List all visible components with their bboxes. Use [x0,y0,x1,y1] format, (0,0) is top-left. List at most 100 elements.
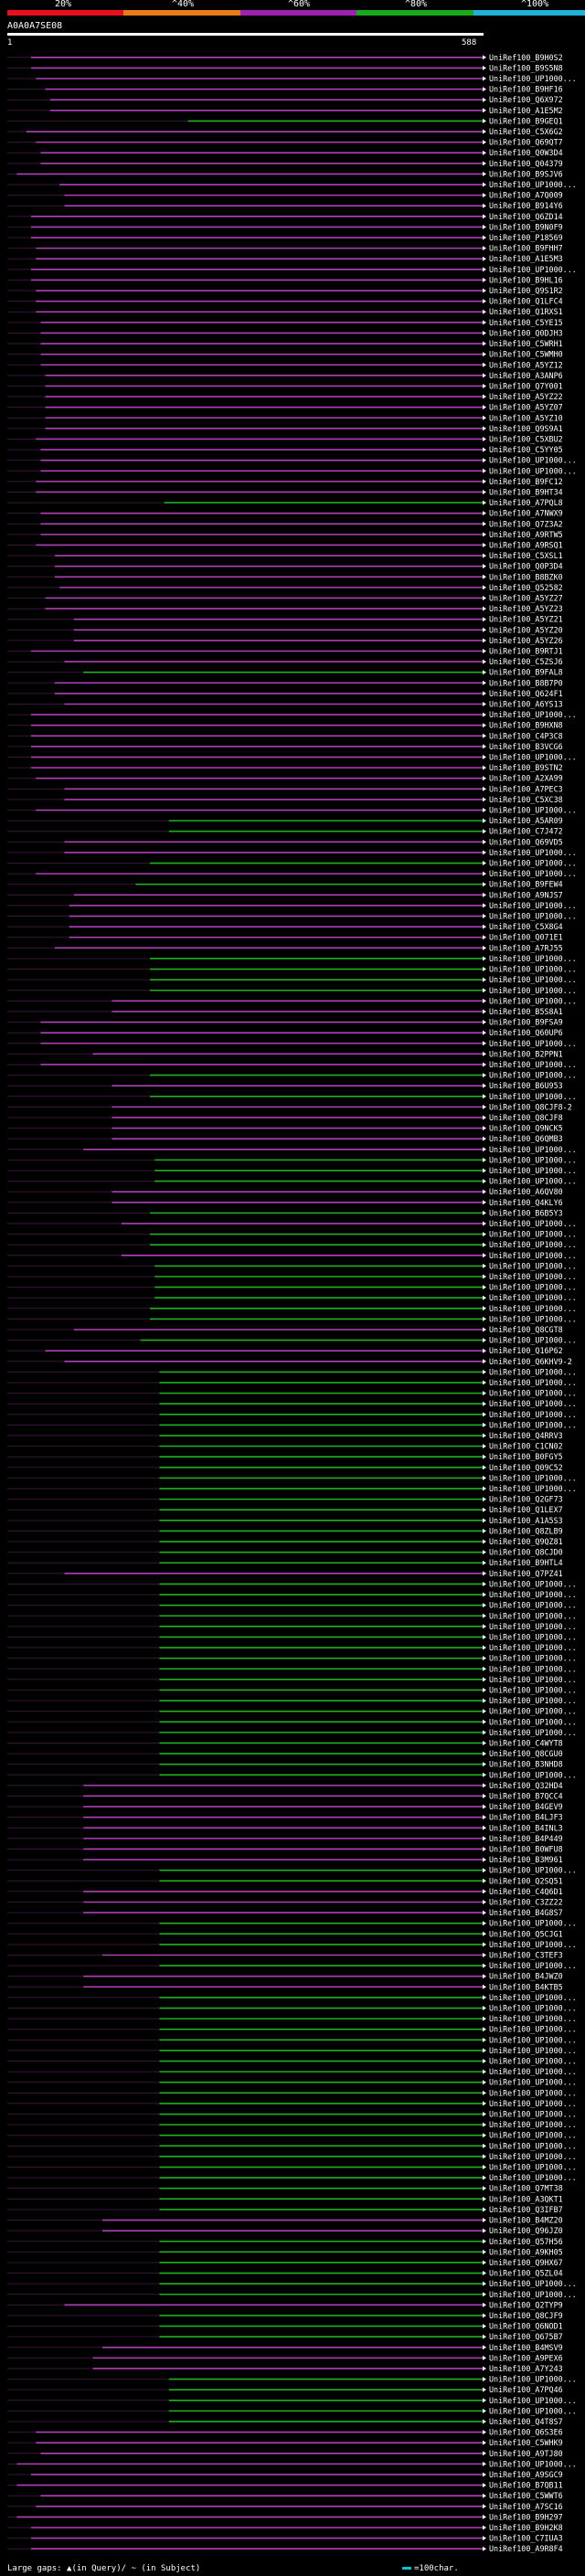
hit-label[interactable]: UniRef100_Q69QT7 [489,138,563,147]
hit-label[interactable]: UniRef100_C5WWT6 [489,2491,563,2500]
hit-label[interactable]: UniRef100_A9TJ80 [489,2449,563,2458]
hit-label[interactable]: UniRef100_UP1000... [489,1389,577,1398]
hit-label[interactable]: UniRef100_A5AR09 [489,816,563,825]
hit-label[interactable]: UniRef100_UP1000... [489,1473,577,1482]
hit-label[interactable]: UniRef100_UP1000... [489,1622,577,1631]
hit-label[interactable]: UniRef100_Q96JZ0 [489,2226,563,2235]
hit-label[interactable]: UniRef100_UP1000... [489,1770,577,1779]
hit-label[interactable]: UniRef100_C7IUA3 [489,2534,563,2543]
hit-label[interactable]: UniRef100_Q0W3D4 [489,148,563,157]
hit-label[interactable]: UniRef100_UP1000... [489,2099,577,2108]
hit-label[interactable]: UniRef100_UP1000... [489,2279,577,2288]
hit-label[interactable]: UniRef100_B8B7P0 [489,678,563,687]
hit-label[interactable]: UniRef100_C5X6G2 [489,127,563,136]
hit-label[interactable]: UniRef100_B7QB11 [489,2481,563,2490]
hit-label[interactable]: UniRef100_UP1000... [489,954,577,963]
hit-label[interactable]: UniRef100_UP1000... [489,2078,577,2087]
hit-label[interactable]: UniRef100_UP1000... [489,1092,577,1101]
hit-label[interactable]: UniRef100_C5WHK9 [489,2438,563,2447]
hit-label[interactable]: UniRef100_UP1000... [489,869,577,878]
hit-label[interactable]: UniRef100_B4P449 [489,1834,563,1843]
hit-label[interactable]: UniRef100_UP1000... [489,180,577,189]
hit-label[interactable]: UniRef100_C5YY05 [489,445,563,454]
hit-label[interactable]: UniRef100_UP1000... [489,1611,577,1620]
hit-label[interactable]: UniRef100_UP1000... [489,1590,577,1599]
hit-label[interactable]: UniRef100_Q9QZ81 [489,1537,563,1546]
hit-label[interactable]: UniRef100_A3QKT1 [489,2194,563,2203]
hit-label[interactable]: UniRef100_B8BZK0 [489,572,563,581]
hit-label[interactable]: UniRef100_Q6NOD1 [489,2322,563,2331]
hit-label[interactable]: UniRef100_UP1000... [489,1601,577,1610]
hit-label[interactable]: UniRef100_UP1000... [489,2290,577,2299]
hit-label[interactable]: UniRef100_B9FC12 [489,477,563,486]
hit-label[interactable]: UniRef100_Q04379 [489,159,563,168]
hit-label[interactable]: UniRef100_UP1000... [489,2110,577,2119]
hit-label[interactable]: UniRef100_UP1000... [489,2120,577,2129]
hit-label[interactable]: UniRef100_B4LJF3 [489,1813,563,1822]
hit-label[interactable]: UniRef100_C5XSL1 [489,551,563,560]
hit-label[interactable]: UniRef100_C5XC38 [489,795,563,804]
hit-label[interactable]: UniRef100_UP1000... [489,1155,577,1164]
hit-label[interactable]: UniRef100_A7PQL8 [489,498,563,507]
hit-label[interactable]: UniRef100_A3ANP6 [489,371,563,380]
hit-label[interactable]: UniRef100_A7PQ46 [489,2385,563,2394]
hit-label[interactable]: UniRef100_C4WYT8 [489,1738,563,1747]
hit-label[interactable]: UniRef100_B914Y6 [489,201,563,210]
hit-label[interactable]: UniRef100_B9FSA9 [489,1018,563,1027]
hit-label[interactable]: UniRef100_A1E5M3 [489,254,563,263]
hit-label[interactable]: UniRef100_UP1000... [489,975,577,984]
hit-label[interactable]: UniRef100_A7RJ55 [489,943,563,952]
hit-label[interactable]: UniRef100_UP1000... [489,1696,577,1705]
hit-label[interactable]: UniRef100_Q3IFB7 [489,2205,563,2214]
hit-label[interactable]: UniRef100_Q0P3D4 [489,562,563,571]
hit-label[interactable]: UniRef100_UP1000... [489,1219,577,1228]
hit-label[interactable]: UniRef100_B9S5N8 [489,63,563,72]
hit-label[interactable]: UniRef100_Q5CJG1 [489,1929,563,1938]
hit-label[interactable]: UniRef100_UP1000... [489,2088,577,2097]
hit-label[interactable]: UniRef100_A6QV80 [489,1187,563,1196]
hit-label[interactable]: UniRef100_A1A5S3 [489,1516,563,1525]
hit-label[interactable]: UniRef100_UP1000... [489,1919,577,1928]
hit-label[interactable]: UniRef100_B9HF16 [489,85,563,94]
hit-label[interactable]: UniRef100_UP1000... [489,1643,577,1652]
hit-label[interactable]: UniRef100_UP1000... [489,1336,577,1345]
hit-label[interactable]: UniRef100_A9SGC9 [489,2470,563,2479]
hit-label[interactable]: UniRef100_UP1000... [489,1367,577,1376]
hit-label[interactable]: UniRef100_C5XBU2 [489,434,563,443]
hit-label[interactable]: UniRef100_UP1000... [489,1717,577,1726]
hit-label[interactable]: UniRef100_B0FGY5 [489,1452,563,1461]
hit-label[interactable]: UniRef100_A2XA99 [489,774,563,783]
hit-label[interactable]: UniRef100_UP1000... [489,1261,577,1270]
hit-label[interactable]: UniRef100_B0WFU8 [489,1844,563,1853]
hit-label[interactable]: UniRef100_Q4T8S7 [489,2417,563,2426]
hit-label[interactable]: UniRef100_A7NWX9 [489,509,563,518]
hit-label[interactable]: UniRef100_UP1000... [489,1410,577,1419]
hit-label[interactable]: UniRef100_UP1000... [489,1728,577,1737]
hit-label[interactable]: UniRef100_UP1000... [489,2152,577,2161]
hit-label[interactable]: UniRef100_Q57H56 [489,2237,563,2246]
hit-label[interactable]: UniRef100_UP1000... [489,965,577,974]
hit-label[interactable]: UniRef100_B9N0F9 [489,222,563,231]
hit-label[interactable]: UniRef100_B9GEQ1 [489,116,563,125]
hit-label[interactable]: UniRef100_UP1000... [489,1866,577,1875]
hit-label[interactable]: UniRef100_A9R8F4 [489,2544,563,2553]
hit-label[interactable]: UniRef100_Q071E1 [489,933,563,942]
hit-label[interactable]: UniRef100_Q69VD5 [489,837,563,846]
hit-label[interactable]: UniRef100_Q8CJF8-2 [489,1102,572,1111]
hit-label[interactable]: UniRef100_UP1000... [489,1685,577,1694]
hit-label[interactable]: UniRef100_C4P3C8 [489,731,563,740]
hit-label[interactable]: UniRef100_B6U953 [489,1081,563,1090]
hit-label[interactable]: UniRef100_UP1000... [489,2067,577,2076]
hit-label[interactable]: UniRef100_UP1000... [489,466,577,475]
hit-label[interactable]: UniRef100_UP1000... [489,1166,577,1175]
hit-label[interactable]: UniRef100_B7QCC4 [489,1791,563,1800]
hit-label[interactable]: UniRef100_B4KTB5 [489,1982,563,1991]
hit-label[interactable]: UniRef100_UP1000... [489,1240,577,1249]
hit-label[interactable]: UniRef100_C3ZZ22 [489,1897,563,1906]
hit-label[interactable]: UniRef100_Q60UP6 [489,1028,563,1037]
hit-label[interactable]: UniRef100_B9FHH7 [489,244,563,253]
hit-label[interactable]: UniRef100_UP1000... [489,1060,577,1069]
hit-label[interactable]: UniRef100_Q2TYP9 [489,2300,563,2309]
hit-label[interactable]: UniRef100_UP1000... [489,1961,577,1970]
hit-label[interactable]: UniRef100_Q2SQ51 [489,1876,563,1885]
